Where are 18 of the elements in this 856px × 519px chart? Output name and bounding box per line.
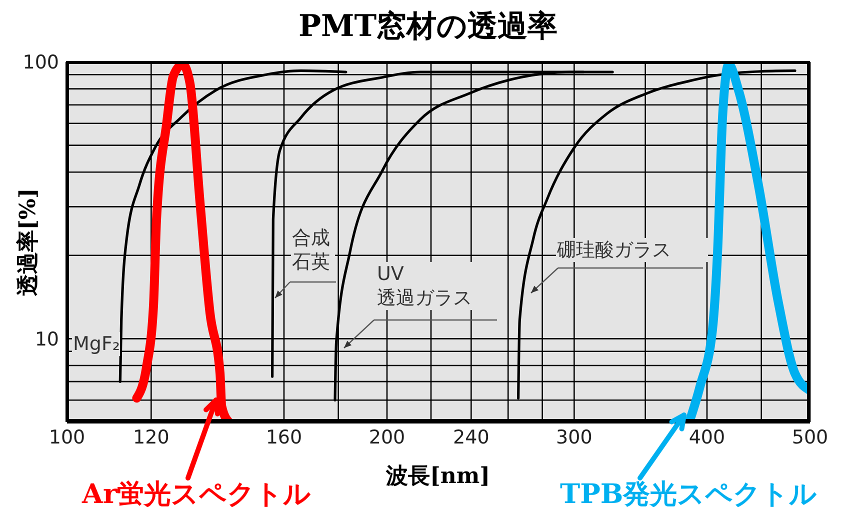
x-axis-title: 波長[nm] xyxy=(386,462,490,491)
series-label: 合成石英 xyxy=(291,226,335,274)
text: Ar蛍光スペクトル xyxy=(82,478,312,512)
x-tick-label: 400 xyxy=(688,426,726,448)
y-tick-label: 10 xyxy=(34,328,59,350)
y-axis-title: 透過率[%] xyxy=(14,188,42,296)
series-label: MgF₂ xyxy=(72,332,120,356)
x-tick-label: 120 xyxy=(133,426,170,448)
x-tick-label: 240 xyxy=(453,426,490,448)
x-tick-label: 500 xyxy=(792,426,828,448)
chart-title: PMT窓材の透過率 xyxy=(297,8,559,46)
x-tick-label: 160 xyxy=(266,426,302,448)
x-tick-label: 300 xyxy=(556,426,592,448)
series-label: 硼珪酸ガラス xyxy=(556,238,708,262)
x-tick-label: 200 xyxy=(368,426,406,448)
text: TPB発光スペクトル xyxy=(560,478,818,512)
x-tick-label: 100 xyxy=(48,426,86,448)
series-label: UV 透過ガラス xyxy=(376,262,502,310)
